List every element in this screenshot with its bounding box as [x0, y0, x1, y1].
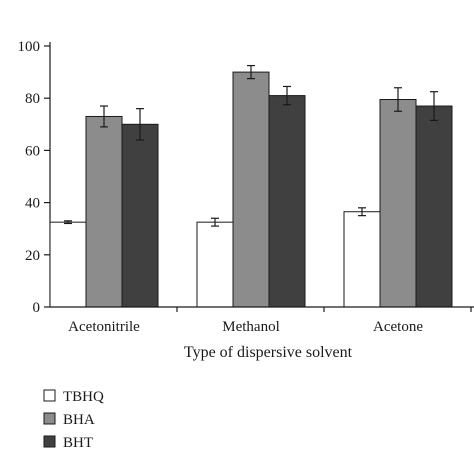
legend-label-bht: BHT: [63, 435, 93, 451]
y-tick-label: 60: [25, 143, 40, 159]
x-tick-label-acetone: Acetone: [373, 319, 423, 335]
bar-bha-methanol: [232, 71, 270, 308]
x-tick-label-methanol: Methanol: [222, 319, 280, 335]
y-axis: 0 20 40 60 80 100: [18, 39, 51, 316]
error-bar-bht-acetonitrile: [136, 108, 144, 141]
bar-bht-acetone: [415, 105, 453, 308]
bar-bha-acetonitrile: [85, 115, 123, 308]
bar-group-acetonitrile: [49, 105, 159, 308]
legend-item-bha: BHA: [43, 412, 95, 428]
bar-group-methanol: [196, 64, 306, 308]
error-bar-bha-acetone: [394, 87, 402, 112]
error-bar-tbhq-acetone: [358, 207, 366, 217]
legend-swatch-tbhq: [43, 389, 56, 402]
y-tick-label: 80: [25, 91, 40, 107]
y-tick-label: 0: [33, 300, 41, 316]
y-tick-label: 40: [25, 196, 40, 212]
bar-tbhq-methanol: [196, 221, 234, 308]
bar-group-acetone: [343, 87, 453, 308]
legend: TBHQ BHA BHT: [43, 389, 104, 451]
bar-tbhq-acetone: [343, 211, 381, 308]
bar-bht-methanol: [268, 95, 306, 308]
legend-item-tbhq: TBHQ: [43, 389, 104, 405]
legend-label-tbhq: TBHQ: [63, 389, 104, 405]
error-bar-tbhq-acetonitrile: [64, 220, 72, 225]
x-tick-label-acetonitrile: Acetonitrile: [68, 319, 140, 335]
legend-item-bht: BHT: [43, 435, 93, 451]
legend-swatch-bha: [43, 412, 56, 425]
x-axis: Acetonitrile Methanol Acetone: [50, 306, 474, 335]
x-axis-title: Type of dispersive solvent: [184, 344, 353, 361]
y-tick-label: 100: [18, 39, 41, 55]
error-bar-tbhq-methanol: [211, 217, 219, 227]
error-bar-bha-methanol: [247, 64, 255, 80]
bars-group: [49, 64, 453, 308]
y-tick-label: 20: [25, 248, 40, 264]
error-bar-bha-acetonitrile: [100, 105, 108, 128]
error-bar-bht-methanol: [283, 85, 291, 106]
bar-bha-acetone: [379, 99, 417, 308]
bar-bht-acetonitrile: [121, 123, 159, 308]
legend-swatch-bht: [43, 435, 56, 448]
legend-label-bha: BHA: [63, 412, 95, 428]
bar-tbhq-acetonitrile: [49, 221, 87, 308]
error-bar-bht-acetone: [430, 91, 438, 121]
